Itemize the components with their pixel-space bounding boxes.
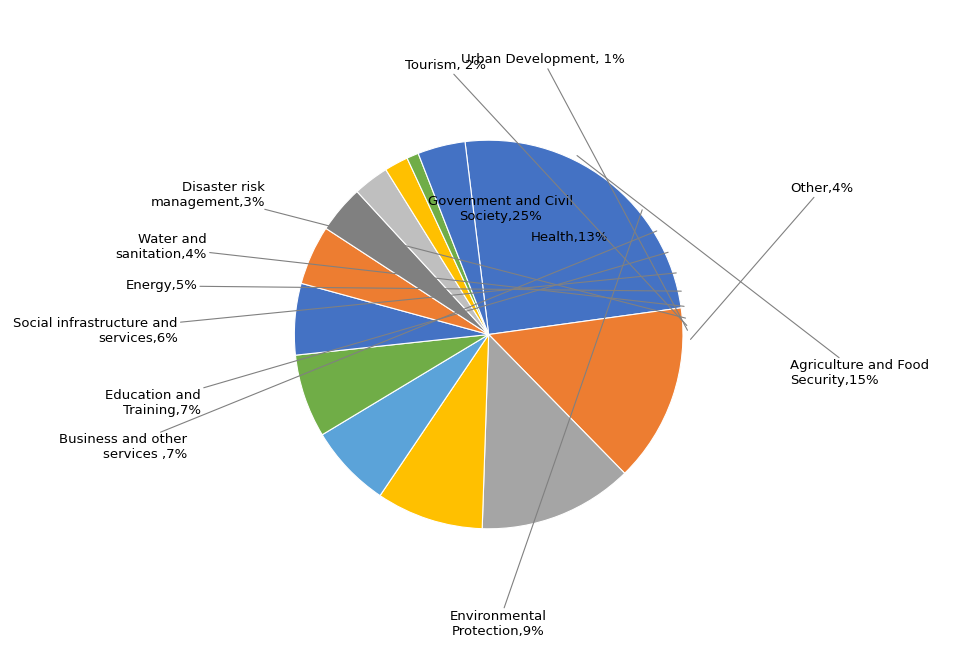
Wedge shape	[418, 142, 488, 334]
Text: Education and
Training,7%: Education and Training,7%	[106, 252, 668, 417]
Wedge shape	[301, 228, 488, 334]
Wedge shape	[326, 191, 488, 334]
Wedge shape	[482, 334, 624, 529]
Text: Disaster risk
management,3%: Disaster risk management,3%	[150, 181, 685, 318]
Wedge shape	[357, 170, 488, 334]
Wedge shape	[296, 334, 488, 435]
Text: Social infrastructure and
services,6%: Social infrastructure and services,6%	[14, 273, 675, 345]
Wedge shape	[464, 140, 680, 334]
Wedge shape	[322, 334, 488, 496]
Wedge shape	[488, 308, 682, 473]
Text: Urban Development, 1%: Urban Development, 1%	[460, 54, 687, 330]
Text: Health,13%: Health,13%	[530, 231, 608, 244]
Text: Other,4%: Other,4%	[690, 182, 852, 339]
Text: Water and
sanitation,4%: Water and sanitation,4%	[115, 233, 683, 306]
Text: Government and Civil
Society,25%: Government and Civil Society,25%	[427, 195, 573, 223]
Text: Agriculture and Food
Security,15%: Agriculture and Food Security,15%	[577, 156, 928, 387]
Text: Business and other
services ,7%: Business and other services ,7%	[59, 231, 656, 461]
Wedge shape	[386, 158, 488, 334]
Wedge shape	[294, 283, 488, 355]
Wedge shape	[380, 334, 488, 529]
Text: Energy,5%: Energy,5%	[125, 280, 680, 292]
Text: Environmental
Protection,9%: Environmental Protection,9%	[450, 210, 641, 638]
Wedge shape	[407, 153, 488, 334]
Text: Tourism, 2%: Tourism, 2%	[405, 59, 686, 326]
